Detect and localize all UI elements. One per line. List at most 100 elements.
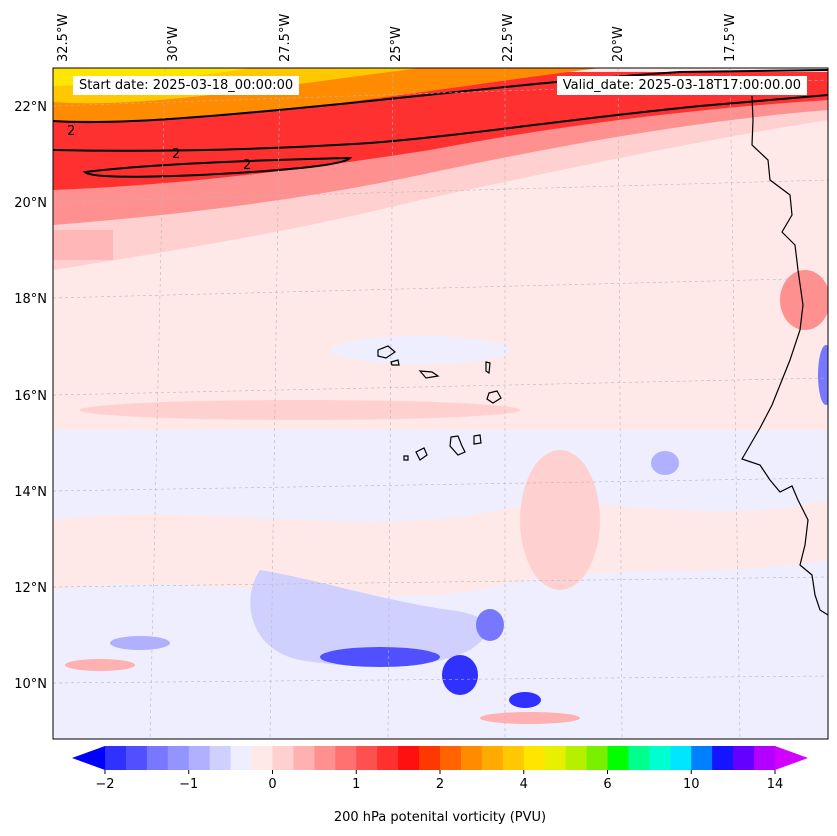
colorbar-segment (105, 746, 127, 770)
colorbar-segment (565, 746, 588, 770)
negative-pv-core-4 (509, 692, 541, 708)
negative-pv-blob (250, 570, 488, 667)
colorbar-tick-label: 2 (436, 777, 444, 792)
latitude-label: 14°N (14, 485, 47, 500)
colorbar-tick-label: −2 (95, 777, 114, 792)
latitude-label: 18°N (14, 292, 47, 307)
contour-label: 2 (67, 124, 75, 139)
colorbar-segment (691, 746, 713, 770)
colorbar-tick-label: 10 (683, 777, 700, 792)
island-santo-antao (377, 345, 396, 359)
colorbar-title: 200 hPa potenital vorticity (PVU) (334, 810, 546, 825)
island-maio (473, 434, 482, 445)
valid-date-label: Valid_date: 2025-03-18T17:00:00.00 (556, 76, 807, 95)
negative-pv-blob-west (110, 636, 170, 650)
contour-label: 2 (172, 147, 180, 162)
colorbar-segment (125, 746, 148, 770)
map-frame (52, 67, 829, 740)
positive-pv-blob-sw (65, 659, 135, 671)
colorbar-segment (209, 746, 232, 770)
longitude-label: 20°W (611, 26, 626, 62)
pv-patch-west (53, 230, 113, 260)
positive-pv-patch (520, 450, 600, 590)
colorbar-segment (419, 746, 441, 770)
colorbar-tick-label: 6 (603, 777, 611, 792)
colorbar-segment (440, 746, 462, 770)
colorbar-segment (460, 746, 483, 770)
colorbar-segment (733, 746, 755, 770)
latitude-labels: 22°N 20°N 18°N 16°N 14°N 12°N 10°N (14, 100, 47, 692)
longitude-label: 22.5°W (501, 14, 516, 62)
colorbar-tick-label: 14 (767, 777, 784, 792)
latitude-label: 20°N (14, 196, 47, 211)
pv-2-contour (53, 94, 828, 152)
pv-filament (80, 400, 520, 420)
negative-pv-core-3 (476, 609, 504, 641)
cape-verde-islands (377, 345, 502, 461)
positive-pv-blob-s (480, 712, 580, 724)
longitude-label: 30°W (166, 26, 181, 62)
colorbar-segment (502, 746, 525, 770)
colorbar-ticks: −2 −1 0 1 2 4 6 10 14 (95, 770, 783, 792)
colorbar-segment (377, 746, 399, 770)
colorbar-extend-high (775, 746, 808, 770)
colorbar-segment (607, 746, 629, 770)
longitude-labels: 32.5°W 30°W 27.5°W 25°W 22.5°W 20°W 17.5… (56, 14, 738, 62)
colorbar-segment (398, 746, 420, 770)
longitude-label: 32.5°W (56, 14, 71, 62)
colorbar-segment (335, 746, 357, 770)
colorbar-segment (586, 746, 608, 770)
african-coastline (741, 95, 828, 616)
colorbar-segment (272, 746, 294, 770)
longitude-label: 25°W (389, 26, 404, 62)
negative-pv-coast (818, 345, 828, 405)
island-fogo (415, 447, 428, 461)
colorbar-segment (649, 746, 671, 770)
graticule (53, 68, 828, 739)
longitude-label: 17.5°W (723, 14, 738, 62)
latitude-label: 16°N (14, 389, 47, 404)
colorbar-extend-low (72, 746, 105, 770)
colorbar-tick-label: 0 (268, 777, 276, 792)
colorbar: −2 −1 0 1 2 4 6 10 14 (72, 746, 808, 792)
latitude-label: 12°N (14, 581, 47, 596)
negative-pv-core (320, 647, 440, 667)
positive-pv-streak (53, 500, 828, 596)
longitude-label: 27.5°W (278, 14, 293, 62)
colorbar-segment (314, 746, 336, 770)
pv-2-contour-closed (82, 156, 353, 178)
island-boa-vista (486, 390, 502, 404)
contour-label: 2 (243, 158, 251, 173)
latitude-label: 10°N (14, 677, 47, 692)
colorbar-segment (754, 746, 776, 770)
island-brava (403, 455, 409, 461)
island-sao-nicolau (418, 370, 440, 379)
island-santiago (449, 435, 466, 456)
pv-patch-east (780, 270, 828, 330)
colorbar-segment (670, 746, 692, 770)
colorbar-segment (544, 746, 567, 770)
island-sal (485, 361, 491, 375)
colorbar-segment (167, 746, 190, 770)
colorbar-segment (712, 746, 734, 770)
colorbar-tick-label: −1 (179, 777, 198, 792)
start-date-label: Start date: 2025-03-18_00:00:00 (73, 76, 300, 95)
pv-field (53, 68, 828, 739)
colorbar-segment (251, 746, 273, 770)
colorbar-tick-label: 4 (520, 777, 528, 792)
negative-pv-blob-east (651, 451, 679, 475)
negative-pv-core-2 (442, 655, 478, 695)
colorbar-segment (628, 746, 650, 770)
colorbar-segment (188, 746, 211, 770)
negative-pv-patch (330, 336, 510, 364)
colorbar-segment (293, 746, 315, 770)
colorbar-segments (105, 746, 776, 770)
latitude-label: 22°N (14, 100, 47, 115)
colorbar-segment (356, 746, 378, 770)
colorbar-segment (146, 746, 169, 770)
island-sao-vicente (390, 359, 400, 366)
colorbar-tick-label: 1 (352, 777, 360, 792)
colorbar-segment (230, 746, 253, 770)
colorbar-segment (523, 746, 546, 770)
